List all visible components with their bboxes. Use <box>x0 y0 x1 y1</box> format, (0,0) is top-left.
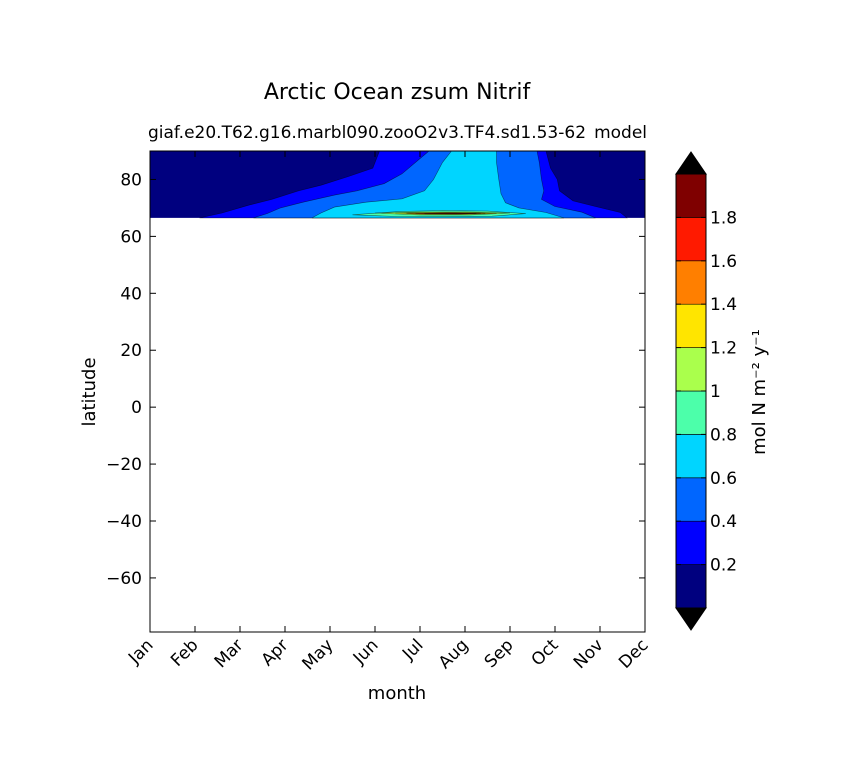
colorbar-tick-label: 0.8 <box>710 425 737 445</box>
y-tick-label: 80 <box>120 170 142 190</box>
contour-fill-0.4-0.6 <box>253 151 596 219</box>
contour-fill-0.6-0.8 <box>311 151 565 219</box>
x-tick-labels: Jan Feb Mar Apr May Jun Jul Aug Sep Oct Nov Dec <box>124 635 652 674</box>
colorbar-tick-label: 1.6 <box>710 252 737 272</box>
x-tick-label: Jul <box>398 635 427 664</box>
y-tick-label: 20 <box>120 341 142 361</box>
colorbar-label: mol N m⁻² y⁻¹ <box>749 329 770 455</box>
x-tick-label: Jan <box>124 635 157 668</box>
colorbar-bin-1.6-1.8 <box>675 217 707 262</box>
x-tick-label: Aug <box>435 635 473 673</box>
colorbar-bin-0.4-0.6 <box>675 477 707 522</box>
y-tick-label: 40 <box>120 284 142 304</box>
x-tick-label: Oct <box>528 635 563 670</box>
colorbar-bin-0.8-1 <box>675 390 707 435</box>
colorbar-tick-label: 0.4 <box>710 512 737 532</box>
colorbar-tick-label: 1.2 <box>710 339 737 359</box>
colorbar-extend-low <box>675 607 707 631</box>
colorbar-tick-label: 0.6 <box>710 469 737 489</box>
plot-frame <box>149 150 646 633</box>
chart-subtitle-right: model <box>594 123 647 143</box>
x-tick-label: Feb <box>167 635 202 670</box>
contour-fill-1.8-2 <box>424 212 477 215</box>
colorbar-tick-label: 0.2 <box>710 556 737 576</box>
contour-layers <box>150 151 645 219</box>
colorbar-tick-label: 1.8 <box>710 208 737 228</box>
colorbar-bin-0-0.2 <box>675 564 707 609</box>
x-tick-label: Apr <box>258 635 293 670</box>
x-axis-label: month <box>368 683 426 704</box>
x-tick-label: Sep <box>481 635 518 672</box>
plot-area <box>150 151 645 632</box>
colorbar: 0.2 0.4 0.6 0.8 1 1.2 1.4 1.6 1.8 <box>675 151 737 631</box>
chart-subtitle-left: giaf.e20.T62.g16.marbl090.zooO2v3.TF4.sd… <box>148 123 586 143</box>
colorbar-bin-0.6-0.8 <box>675 434 707 479</box>
colorbar-tick-label: 1.4 <box>710 295 737 315</box>
x-tick-label: Dec <box>615 635 652 672</box>
colorbar-bin-1-1.2 <box>675 347 707 392</box>
x-tick-label: May <box>299 635 338 674</box>
y-tick-label: −40 <box>106 512 142 532</box>
y-tick-label: −60 <box>106 569 142 589</box>
y-tick-labels: 80 60 40 20 0 −20 −40 −60 <box>106 170 142 588</box>
colorbar-extend-high <box>675 151 707 175</box>
x-tick-label: Jun <box>349 635 383 669</box>
colorbar-bin-1.4-1.6 <box>675 260 707 305</box>
colorbar-tick-label: 1 <box>710 382 721 402</box>
axis-ticks <box>149 151 646 632</box>
y-tick-label: 0 <box>131 398 142 418</box>
chart-title: Arctic Ocean zsum Nitrif <box>264 80 532 105</box>
colorbar-bin-0.2-0.4 <box>675 520 707 565</box>
x-tick-label: Mar <box>211 635 248 672</box>
y-tick-label: 60 <box>120 227 142 247</box>
colorbar-bin-1.8-2 <box>675 173 707 218</box>
y-tick-label: −20 <box>106 455 142 475</box>
y-axis-label: latitude <box>79 357 100 426</box>
colorbar-bin-1.2-1.4 <box>675 303 707 348</box>
x-tick-label: Nov <box>570 635 608 673</box>
